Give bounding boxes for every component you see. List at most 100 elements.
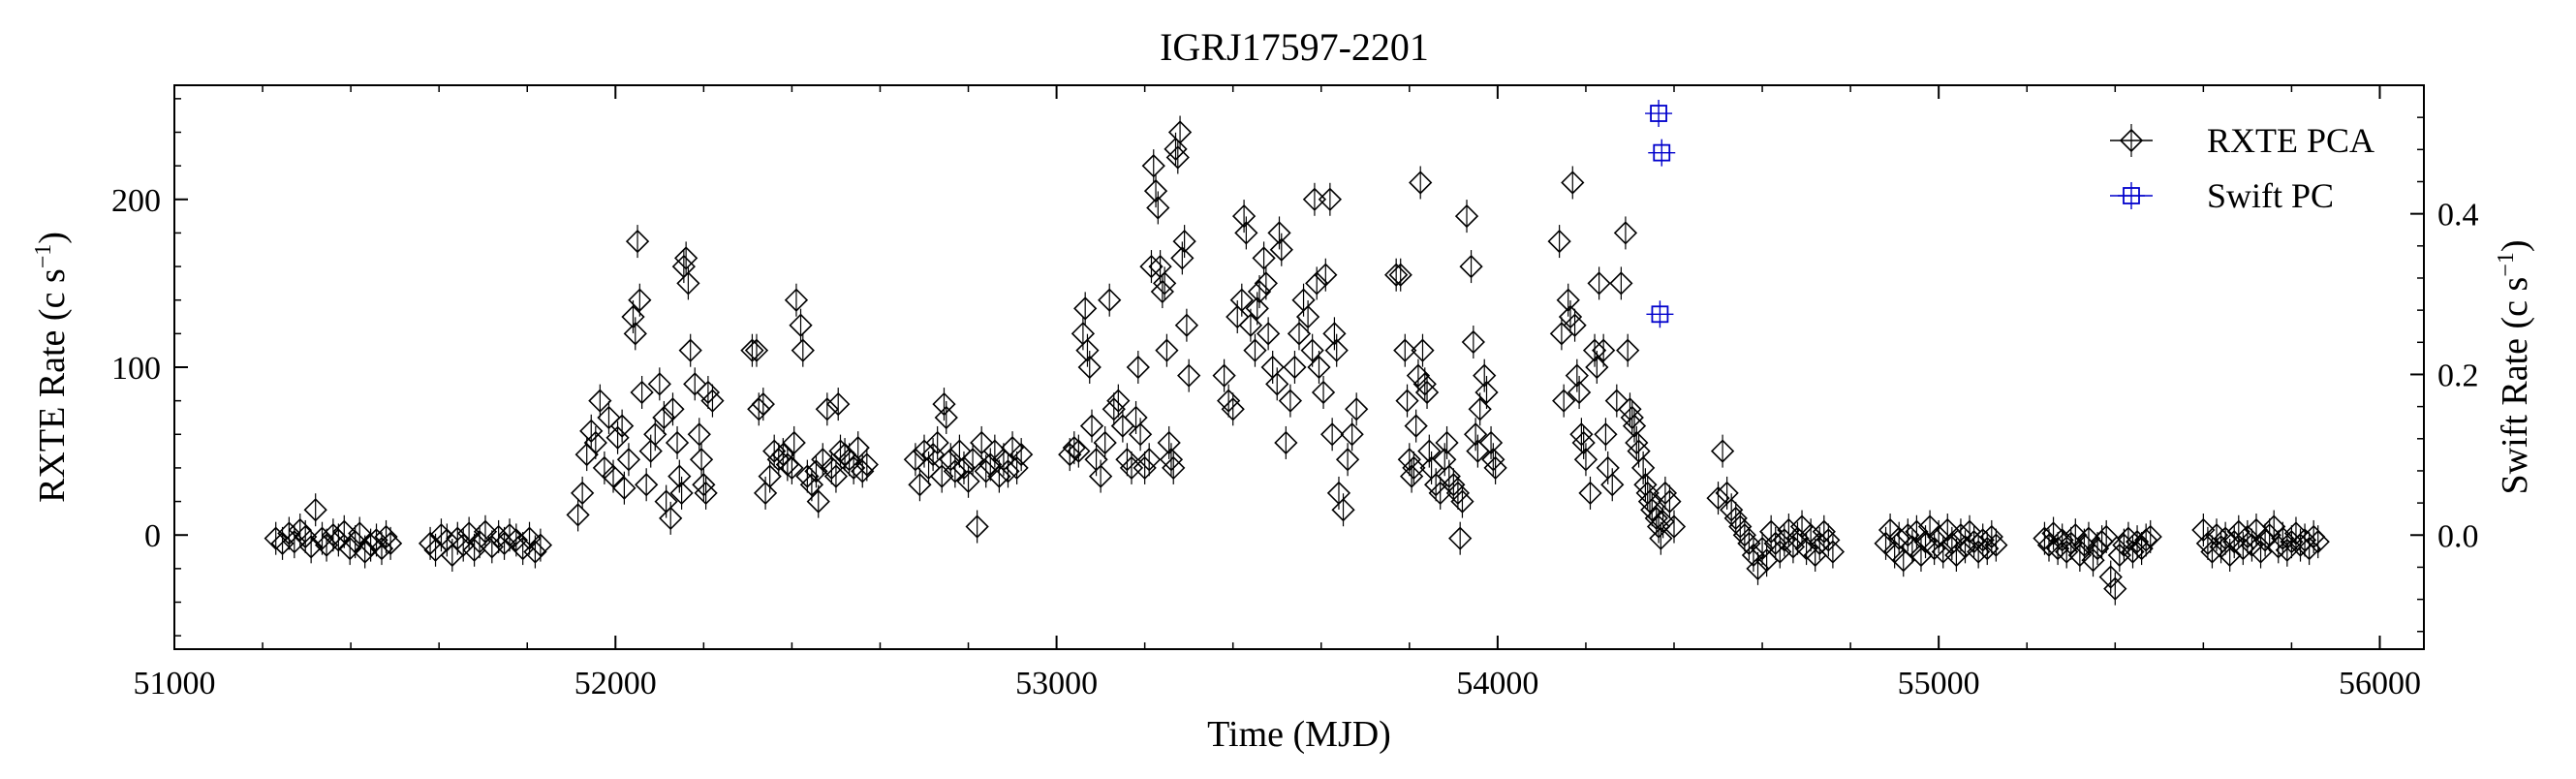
rxte-point	[1307, 355, 1331, 380]
x-tick-label: 51000	[134, 666, 216, 701]
rxte-point	[1274, 430, 1298, 455]
rxte-point	[1567, 380, 1592, 405]
rxte-point	[2200, 540, 2224, 564]
rxte-point	[1478, 430, 1504, 455]
rxte-point	[678, 338, 702, 362]
rxte-point	[1340, 422, 1364, 447]
rxte-point	[1984, 533, 2008, 557]
y-axis-label-right-end: )	[2495, 240, 2535, 253]
rxte-point	[740, 338, 764, 362]
rxte-point	[638, 439, 663, 463]
rxte-point	[1058, 442, 1082, 467]
rxte-point	[826, 391, 851, 417]
rxte-point	[523, 540, 547, 564]
rxte-point	[2055, 540, 2079, 564]
rxte-point	[689, 448, 714, 472]
rxte-point	[1741, 543, 1766, 568]
y-axis-label-right-sup: −1	[2494, 252, 2519, 277]
rxte-point	[1710, 439, 1735, 463]
rxte-point	[588, 389, 612, 413]
rxte-point	[1075, 338, 1100, 362]
rxte-point	[612, 476, 636, 500]
x-axis-label: Time (MJD)	[1207, 714, 1391, 755]
rxte-point	[1600, 473, 1625, 497]
x-tick-label: 52000	[574, 666, 657, 701]
rxte-point	[1254, 271, 1278, 296]
rxte-point	[2116, 526, 2141, 550]
rxte-point	[1820, 540, 1846, 564]
rxte-point	[1133, 455, 1157, 481]
rxte-point	[1302, 187, 1327, 211]
rxte-point	[1395, 389, 1419, 413]
rxte-point	[696, 380, 721, 405]
rxte-point	[930, 464, 954, 488]
rxte-point	[2138, 524, 2162, 549]
rxte-point	[851, 459, 875, 483]
legend-diamond	[2119, 128, 2144, 153]
rxte-point	[1463, 422, 1488, 447]
rxte-point	[1620, 405, 1644, 430]
rxte-point	[1093, 430, 1117, 455]
rxte-point	[517, 526, 542, 550]
y-tick-label-left: 0	[144, 518, 161, 554]
x-tick-label: 54000	[1456, 666, 1538, 701]
rxte-point	[1229, 288, 1254, 312]
rxte-point	[795, 464, 820, 488]
rxte-point	[2306, 530, 2330, 554]
rxte-point	[951, 455, 977, 481]
rxte-point	[1616, 338, 1640, 362]
rxte-point	[1267, 221, 1291, 245]
rxte-point	[1155, 338, 1179, 362]
rxte-point	[784, 288, 809, 312]
rxte-point	[1971, 528, 1995, 552]
rxte-point	[1558, 304, 1583, 329]
rxte-point	[2283, 521, 2309, 545]
rxte-point	[1454, 203, 1479, 229]
rxte-point	[2076, 526, 2101, 550]
rxte-point	[674, 246, 698, 270]
chart-title: IGRJ17597-2201	[1160, 25, 1429, 69]
rxte-point	[2033, 526, 2057, 550]
rxte-point	[1905, 519, 1929, 544]
rxte-point	[1561, 171, 1585, 195]
rxte-point	[1940, 531, 1964, 556]
rxte-point	[1720, 498, 1744, 522]
rxte-point	[846, 436, 870, 460]
rxte-point	[1098, 288, 1122, 312]
rxte-point	[806, 489, 830, 514]
rxte-point	[1953, 535, 1977, 559]
rxte-point	[1573, 448, 1598, 472]
rxte-point	[939, 448, 963, 472]
y-axis-label-left: RXTE Rate (c s−1)	[31, 232, 73, 503]
rxte-point	[566, 503, 590, 527]
y-axis-left: 0 100 200	[111, 98, 188, 637]
rxte-point	[956, 469, 980, 493]
y-tick-label-left: 200	[111, 183, 161, 219]
rxte-point	[1384, 263, 1409, 287]
rxte-point	[1167, 120, 1193, 144]
rxte-point	[1164, 137, 1188, 161]
rxte-point	[1746, 556, 1770, 580]
rxte-point	[694, 481, 718, 506]
rxte-point	[1565, 363, 1589, 388]
rxte-point	[1927, 524, 1951, 549]
rxte-point	[692, 473, 716, 497]
y-axis-label-left-main: RXTE Rate (c s	[32, 268, 73, 503]
rxte-point	[1732, 523, 1756, 547]
rxte-point	[2191, 517, 2216, 543]
rxte-point	[2204, 523, 2229, 547]
rxte-point	[700, 389, 725, 413]
rxte-point	[758, 464, 782, 488]
rxte-point	[326, 528, 351, 552]
legend: RXTE PCA Swift PC	[2110, 121, 2374, 215]
rxte-point	[1816, 528, 1841, 552]
rxte-point	[652, 405, 676, 430]
rxte-point	[1234, 221, 1258, 245]
rxte-point	[2112, 533, 2136, 557]
x-tick-label: 55000	[1898, 666, 1980, 701]
rxte-point	[1243, 338, 1267, 362]
rxte-point	[1300, 338, 1324, 362]
rxte-point	[303, 498, 327, 522]
rxte-point	[1320, 422, 1345, 447]
